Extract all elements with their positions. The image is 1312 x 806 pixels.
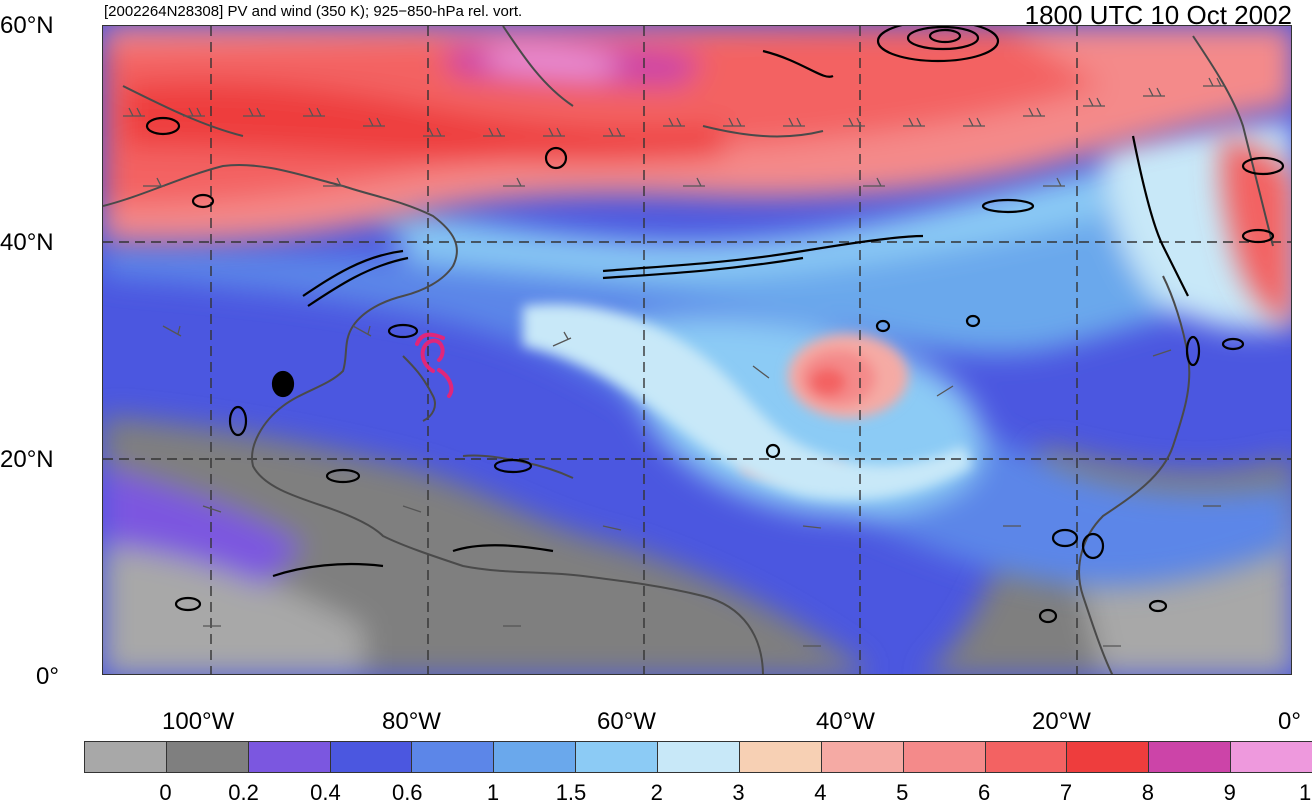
colorbar-swatch <box>657 741 740 773</box>
pv-shading-layer <box>103 26 1291 674</box>
lat-label-40n: 40°N <box>0 229 54 256</box>
colorbar-swatch <box>984 741 1068 773</box>
lon-label-80w: 80°W <box>382 708 441 735</box>
colorbar-swatch <box>329 741 413 773</box>
graticule-gridlines <box>103 26 1291 674</box>
map-canvas <box>103 26 1291 674</box>
colorbar-swatch <box>411 741 495 773</box>
colorbar-swatch <box>247 741 331 773</box>
colorbar-swatch <box>1148 741 1232 773</box>
relative-vorticity-contours <box>145 26 1285 624</box>
tropical-cyclone-marker <box>415 332 454 398</box>
colorbar-label: 0.4 <box>310 780 341 805</box>
colorbar-swatch <box>820 741 904 773</box>
colorbar-swatch <box>493 741 577 773</box>
colorbar-label: 1.5 <box>555 780 587 805</box>
map-subtitle: [2002264N28308] PV and wind (350 K); 925… <box>104 3 523 20</box>
lon-label-100w: 100°W <box>162 708 235 735</box>
lon-label-60w: 60°W <box>597 708 656 735</box>
colorbar-label: 4 <box>814 780 827 805</box>
lat-label-20n: 20°N <box>0 446 54 473</box>
colorbar-label: 7 <box>1059 780 1073 805</box>
colorbar-label: 0.6 <box>391 780 423 805</box>
coastlines <box>103 26 1274 674</box>
colorbar-label: 5 <box>896 780 909 805</box>
colorbar-label: 8 <box>1141 780 1155 805</box>
lat-label-60n: 60°N <box>0 12 54 39</box>
colorbar-label: 9 <box>1223 780 1236 805</box>
lat-label-equator: 0° <box>36 663 59 690</box>
colorbar-label: 10 <box>1299 780 1312 805</box>
lon-label-40w: 40°W <box>816 708 875 735</box>
colorbar-label: 6 <box>978 780 991 805</box>
colorbar-swatch <box>1230 741 1312 773</box>
colorbar-swatch <box>575 741 659 773</box>
colorbar-swatch <box>1066 741 1150 773</box>
lon-label-20w: 20°W <box>1032 708 1091 735</box>
colorbar-label: 2 <box>650 780 663 805</box>
colorbar-label: 0 <box>159 780 172 805</box>
colorbar-swatch <box>165 741 249 773</box>
colorbar-label: 3 <box>732 780 745 805</box>
colorbar-swatch <box>84 741 167 773</box>
lon-label-0: 0° <box>1278 708 1301 735</box>
map-panel <box>102 25 1292 675</box>
colorbar-label: 1 <box>486 780 500 805</box>
colorbar-label: 0.2 <box>228 780 259 805</box>
wind-barbs <box>123 77 1225 647</box>
colorbar-swatch <box>738 741 822 773</box>
colorbar-swatch <box>902 741 986 773</box>
